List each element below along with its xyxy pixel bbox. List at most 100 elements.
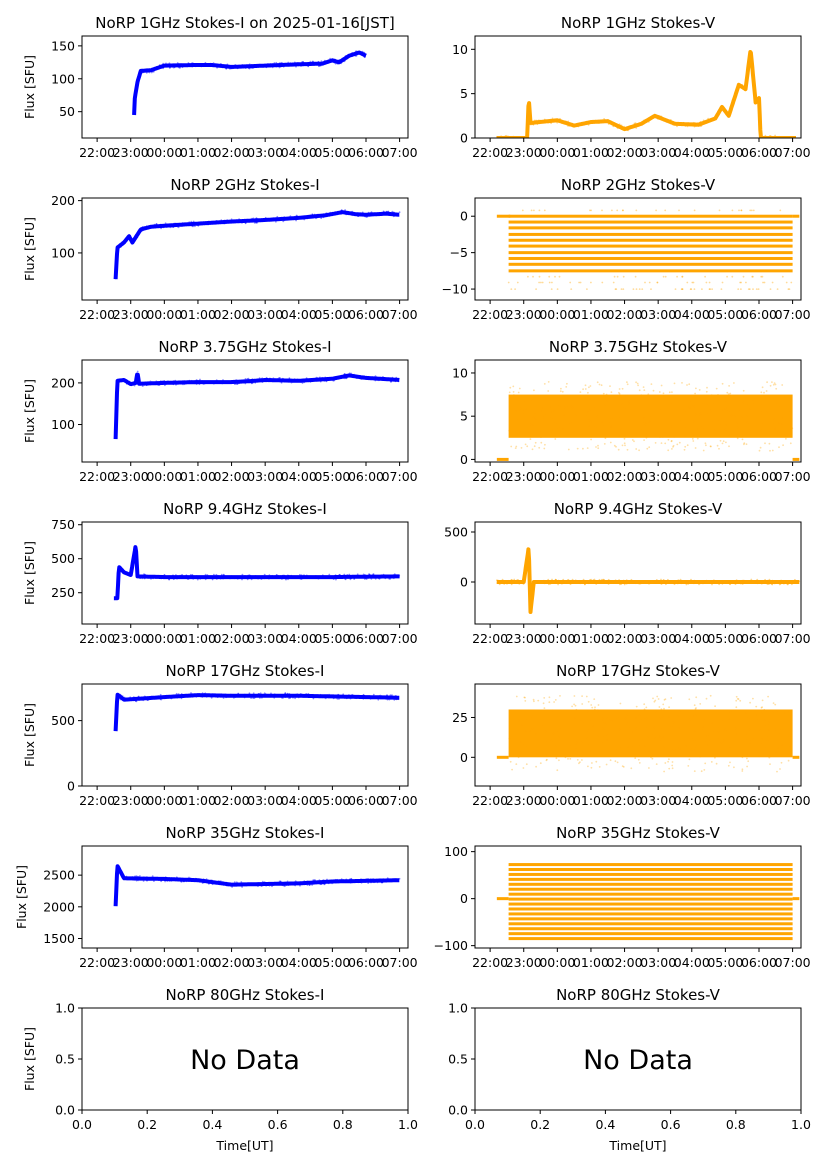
data-point bbox=[193, 381, 196, 383]
data-point bbox=[233, 221, 236, 224]
data-point bbox=[623, 437, 626, 440]
data-point bbox=[784, 433, 787, 436]
data-point bbox=[175, 877, 178, 880]
data-point bbox=[686, 125, 689, 128]
data-point bbox=[185, 695, 188, 698]
data-point bbox=[191, 574, 194, 577]
data-point bbox=[335, 881, 338, 884]
data-point bbox=[208, 882, 210, 884]
data-point bbox=[760, 391, 763, 394]
data-point bbox=[322, 576, 325, 579]
data-point bbox=[709, 694, 712, 697]
data-point bbox=[257, 693, 260, 695]
data-point bbox=[623, 583, 626, 586]
data-point bbox=[656, 281, 659, 284]
data-point bbox=[247, 574, 250, 577]
data-point bbox=[289, 883, 292, 886]
data-point bbox=[354, 879, 357, 881]
data-point bbox=[766, 739, 769, 742]
x-tick-label: 05:00 bbox=[314, 307, 350, 322]
data-point bbox=[150, 226, 153, 229]
data-point bbox=[771, 281, 774, 284]
data-point bbox=[210, 693, 213, 696]
data-point bbox=[533, 445, 536, 448]
data-point bbox=[339, 573, 341, 576]
data-point bbox=[284, 378, 287, 381]
data-point bbox=[611, 209, 613, 212]
data-point bbox=[252, 697, 255, 699]
data-point bbox=[321, 696, 324, 699]
data-point bbox=[643, 580, 646, 582]
data-point bbox=[215, 573, 218, 576]
x-tick-label: 03:00 bbox=[640, 469, 676, 484]
data-point bbox=[740, 281, 742, 284]
data-point bbox=[312, 880, 315, 883]
data-point bbox=[225, 382, 228, 384]
data-point bbox=[341, 209, 343, 212]
data-point bbox=[525, 408, 527, 410]
data-point bbox=[361, 377, 364, 379]
data-point bbox=[292, 217, 295, 220]
data-point bbox=[583, 121, 585, 124]
x-tick-label: 07:00 bbox=[382, 469, 418, 484]
data-point bbox=[256, 218, 258, 220]
data-point bbox=[640, 580, 643, 583]
data-point bbox=[190, 692, 192, 694]
data-point bbox=[534, 733, 536, 736]
data-point bbox=[710, 445, 712, 448]
data-point bbox=[204, 692, 207, 695]
data-point bbox=[550, 122, 552, 125]
data-point bbox=[119, 871, 121, 873]
x-tick-label: 07:00 bbox=[382, 631, 418, 646]
data-point bbox=[382, 575, 385, 578]
data-point bbox=[562, 582, 564, 585]
data-point bbox=[701, 582, 704, 585]
data-point bbox=[228, 576, 230, 579]
data-point bbox=[329, 211, 332, 214]
data-point bbox=[661, 735, 664, 738]
data-point bbox=[263, 573, 266, 576]
data-point bbox=[688, 698, 691, 701]
data-point bbox=[268, 695, 271, 698]
data-point bbox=[726, 275, 728, 278]
data-point bbox=[351, 375, 353, 378]
data-point bbox=[239, 66, 242, 69]
data-point bbox=[731, 209, 734, 212]
zero-segment bbox=[496, 457, 509, 461]
data-point bbox=[221, 881, 224, 884]
x-tick-label: 02:00 bbox=[607, 793, 643, 808]
data-point bbox=[528, 566, 531, 569]
data-point bbox=[593, 751, 596, 754]
data-point bbox=[330, 880, 333, 883]
data-point bbox=[517, 418, 520, 421]
data-point bbox=[336, 60, 338, 62]
data-point bbox=[693, 579, 696, 582]
data-point bbox=[340, 209, 343, 211]
data-point bbox=[146, 699, 149, 701]
data-point bbox=[736, 422, 738, 425]
data-point bbox=[280, 63, 283, 65]
data-point bbox=[144, 382, 147, 385]
data-point bbox=[332, 379, 335, 382]
data-point bbox=[278, 66, 281, 69]
data-point bbox=[150, 67, 153, 70]
data-point bbox=[318, 879, 321, 881]
data-point bbox=[694, 729, 696, 732]
data-point bbox=[325, 212, 328, 215]
data-point bbox=[747, 733, 750, 735]
data-point bbox=[544, 580, 546, 583]
panel-title: NoRP 80GHz Stokes-V bbox=[556, 986, 721, 1004]
data-point bbox=[131, 698, 134, 701]
data-point bbox=[119, 380, 121, 383]
data-point bbox=[742, 724, 744, 727]
data-point bbox=[561, 390, 564, 393]
data-point bbox=[509, 760, 512, 763]
panel-title: NoRP 80GHz Stokes-I bbox=[166, 986, 325, 1004]
data-point bbox=[642, 411, 644, 414]
data-point bbox=[707, 117, 709, 120]
data-point bbox=[150, 696, 153, 698]
data-point bbox=[388, 577, 391, 580]
data-point bbox=[215, 379, 218, 381]
data-point bbox=[169, 226, 172, 229]
data-point bbox=[645, 717, 648, 720]
